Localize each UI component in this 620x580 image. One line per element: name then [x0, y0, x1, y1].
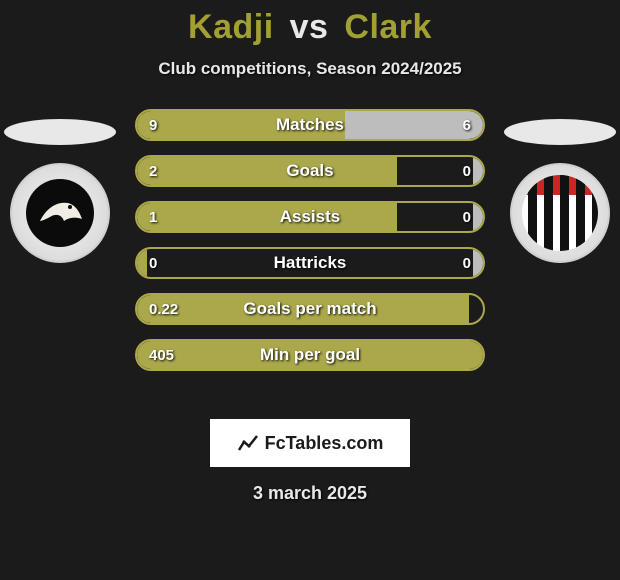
stat-row: 20Goals [135, 155, 485, 187]
stat-bar-left [137, 203, 397, 231]
main-area: 96Matches20Goals10Assists00Hattricks0.22… [0, 109, 620, 409]
watermark: FcTables.com [210, 419, 410, 467]
title-player2: Clark [344, 8, 432, 46]
stat-row: 10Assists [135, 201, 485, 233]
stripe [528, 175, 537, 251]
stripe [576, 175, 585, 251]
stat-bar-right [473, 157, 483, 185]
stat-value-right: 0 [463, 203, 471, 231]
left-figure [0, 109, 120, 369]
stat-bar-right [345, 111, 483, 139]
right-head-ellipse [504, 119, 616, 145]
chart-icon [237, 432, 259, 454]
stat-value-left: 0 [149, 249, 157, 277]
bath-city-badge [510, 163, 610, 263]
title-player1: Kadji [188, 8, 274, 46]
title-vs: vs [290, 8, 329, 46]
date: 3 march 2025 [0, 483, 620, 504]
comparison-card: Kadji vs Clark Club competitions, Season… [0, 0, 620, 504]
right-figure [500, 109, 620, 369]
stat-bar-left [137, 157, 397, 185]
title: Kadji vs Clark [0, 8, 620, 47]
seagull-icon [36, 191, 84, 235]
stripe [592, 175, 598, 251]
stripe [560, 175, 569, 251]
stat-value-right: 0 [463, 249, 471, 277]
stat-label: Hattricks [137, 249, 483, 277]
stat-row: 0.22Goals per match [135, 293, 485, 325]
subtitle: Club competitions, Season 2024/2025 [0, 59, 620, 79]
stat-value-right: 0 [463, 157, 471, 185]
stat-bar-right [473, 203, 483, 231]
stat-row: 96Matches [135, 109, 485, 141]
watermark-text: FcTables.com [265, 433, 384, 454]
stat-bar-left [137, 295, 469, 323]
stat-bars: 96Matches20Goals10Assists00Hattricks0.22… [135, 109, 485, 385]
stripe [544, 175, 553, 251]
stat-bar-left [137, 111, 345, 139]
stat-bar-left [137, 249, 147, 277]
left-head-ellipse [4, 119, 116, 145]
stat-bar-left [137, 341, 483, 369]
stat-row: 405Min per goal [135, 339, 485, 371]
stat-row: 0 0Hattricks [135, 247, 485, 279]
stat-bar-right [473, 249, 483, 277]
weston-super-mare-badge [10, 163, 110, 263]
bath-city-inner [522, 175, 598, 251]
